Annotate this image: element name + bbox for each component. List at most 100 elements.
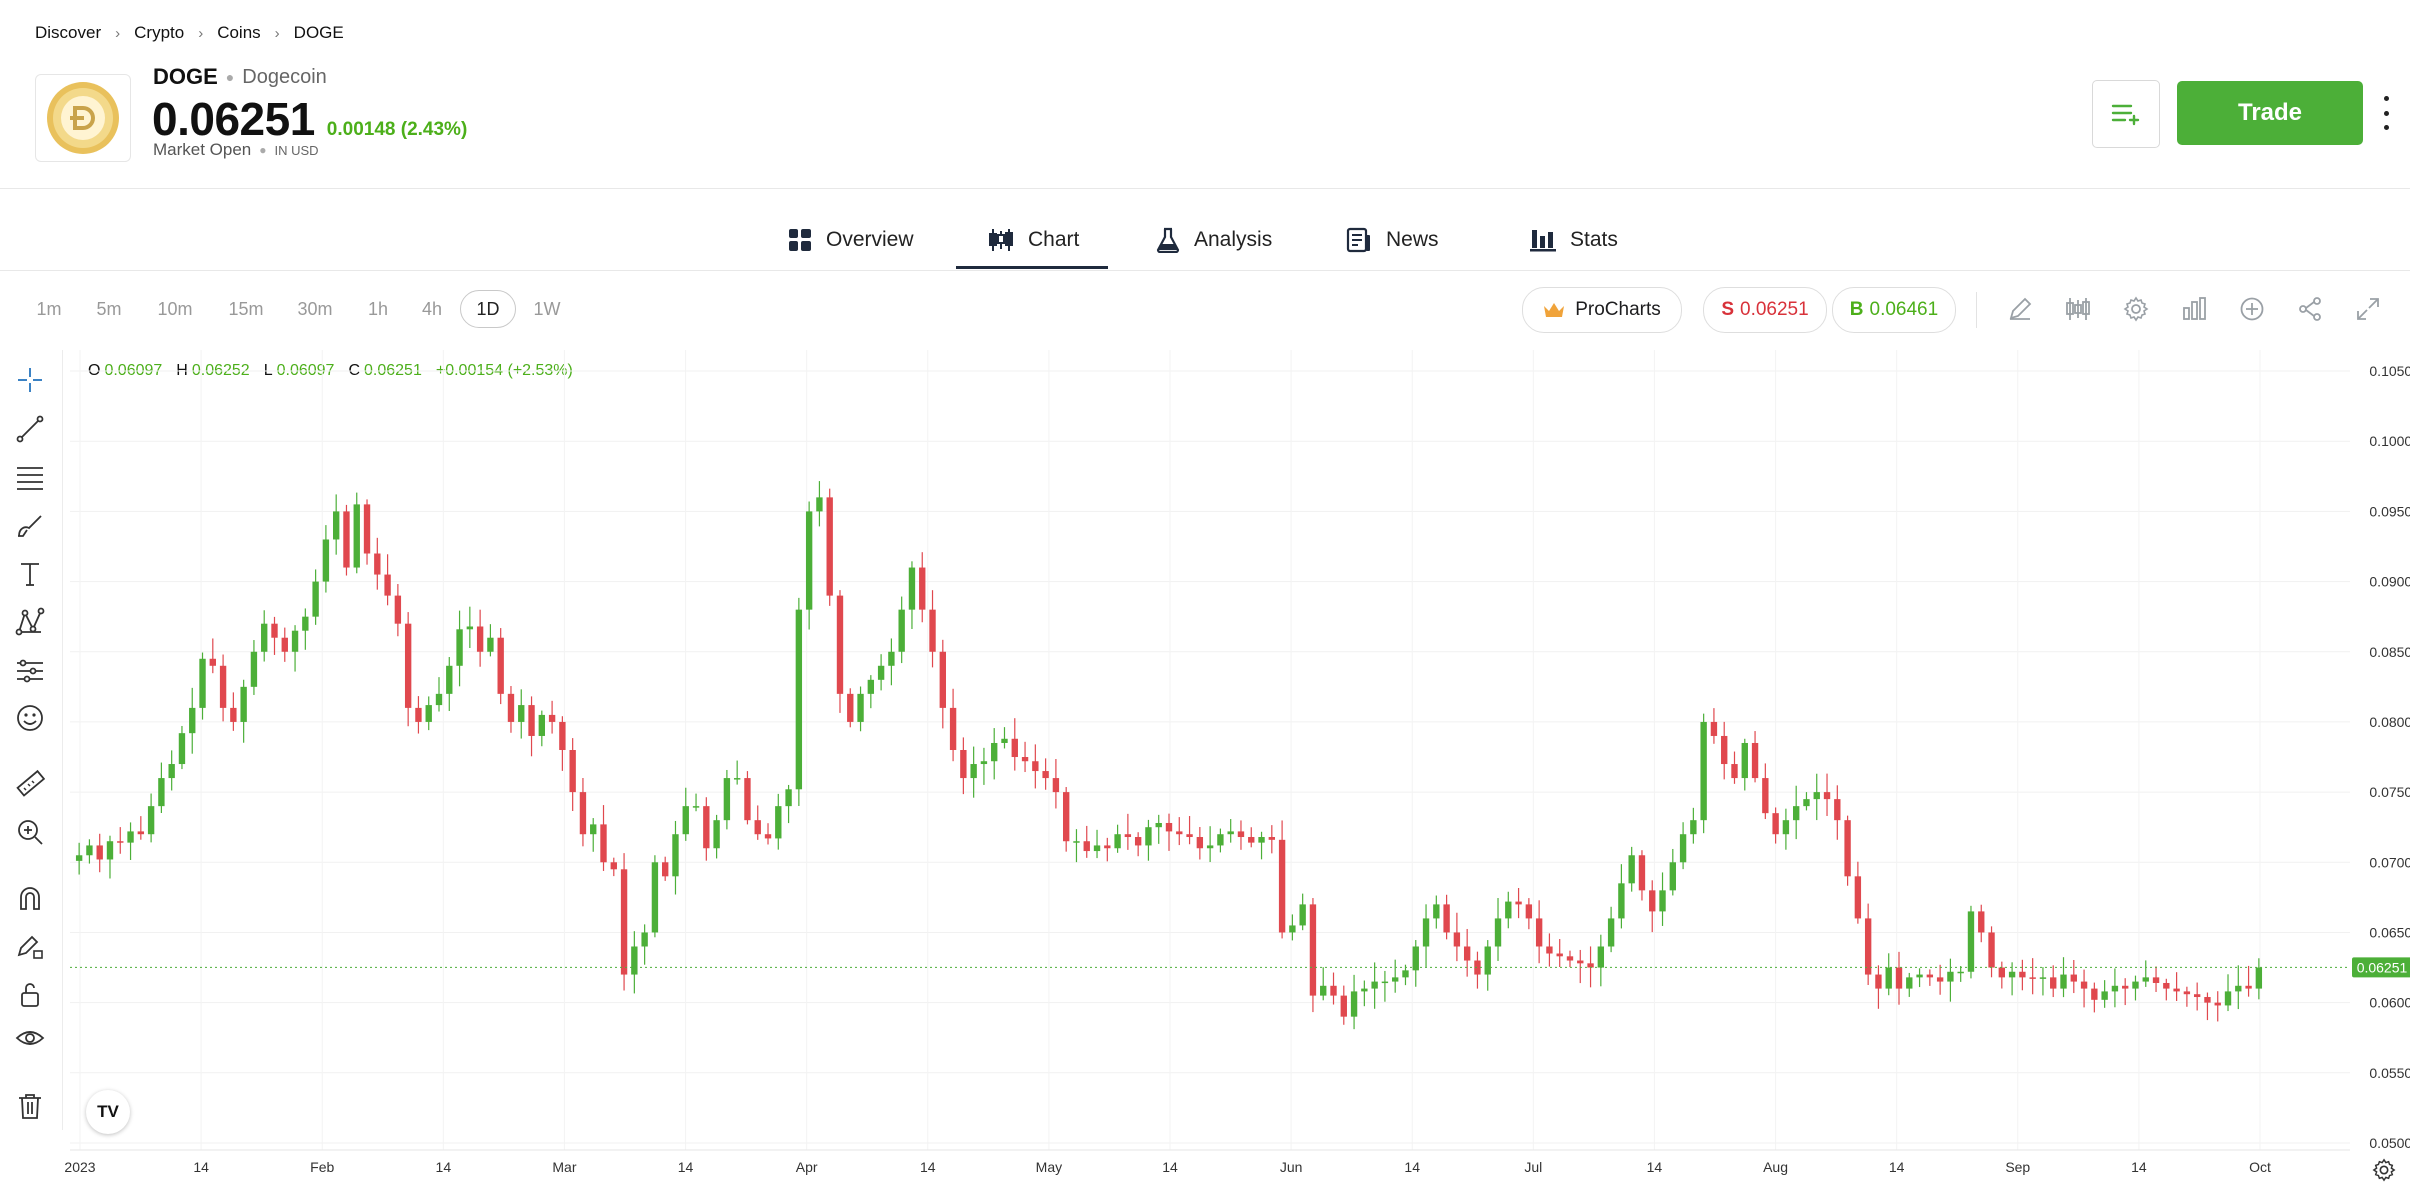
- separator-dot: ●: [225, 69, 235, 85]
- tab-stats-label: Stats: [1570, 228, 1618, 251]
- timeframe-1m[interactable]: 1m: [36, 298, 62, 319]
- trash-icon[interactable]: [14, 1090, 46, 1122]
- tab-chart[interactable]: Chart: [988, 210, 1079, 270]
- unlock-icon[interactable]: [14, 978, 46, 1010]
- dogecoin-coin-icon: [47, 82, 119, 154]
- candle-body: [785, 789, 792, 807]
- candle-body: [1073, 841, 1080, 843]
- tab-chart-label: Chart: [1028, 228, 1080, 251]
- candle-body: [343, 511, 350, 568]
- candle-body: [867, 679, 875, 694]
- candle-body: [1217, 834, 1224, 846]
- x-tick-label: 14: [193, 1159, 209, 1175]
- bar-chart-icon: [1530, 230, 1556, 252]
- share-icon[interactable]: [2293, 292, 2327, 326]
- ohlc-open-label: O: [88, 362, 101, 379]
- candle-body: [2255, 967, 2263, 989]
- procharts-button[interactable]: ProCharts: [1522, 287, 1682, 333]
- more-options-icon[interactable]: [2378, 96, 2394, 130]
- candle-body: [394, 595, 402, 624]
- add-to-watchlist-button[interactable]: [2092, 80, 2160, 148]
- timeframe-1d[interactable]: 1D: [460, 290, 516, 328]
- candle-body: [744, 778, 751, 821]
- sell-price-button[interactable]: S 0.06251: [1703, 287, 1827, 333]
- text-tool-icon[interactable]: [14, 558, 46, 590]
- candle-body: [1155, 822, 1162, 828]
- flask-icon: [1156, 227, 1180, 253]
- trade-button[interactable]: Trade: [2177, 81, 2363, 145]
- candle-body: [1823, 792, 1831, 800]
- price-row: 0.06251 0.00148 (2.43%): [152, 92, 467, 146]
- candle-body: [75, 855, 83, 861]
- candle-body: [1484, 946, 1491, 975]
- indicators-icon[interactable]: [2061, 292, 2095, 326]
- timeframe-30m[interactable]: 30m: [297, 298, 333, 319]
- timeframe-1w[interactable]: 1W: [533, 298, 561, 319]
- candle-body: [2091, 988, 2098, 1000]
- tab-overview[interactable]: Overview: [788, 210, 914, 270]
- pattern-icon[interactable]: [14, 606, 46, 638]
- tab-news[interactable]: News: [1346, 210, 1439, 270]
- candle-body: [1772, 813, 1779, 835]
- ruler-icon[interactable]: [14, 768, 46, 800]
- candle-body: [1895, 967, 1903, 989]
- candle-body: [1042, 771, 1049, 779]
- tradingview-logo[interactable]: TV: [86, 1090, 130, 1134]
- candle-body: [2163, 982, 2170, 989]
- tab-analysis-label: Analysis: [1194, 228, 1273, 251]
- crosshair-icon[interactable]: [14, 364, 46, 396]
- candle-body: [1906, 977, 1913, 989]
- forecast-icon[interactable]: [14, 654, 46, 686]
- timeframe-15m[interactable]: 15m: [228, 298, 264, 319]
- pencil-icon[interactable]: [2003, 292, 2037, 326]
- add-circle-icon[interactable]: [2235, 292, 2269, 326]
- tab-analysis[interactable]: Analysis: [1156, 210, 1272, 270]
- candle-body: [538, 714, 546, 736]
- tab-stats[interactable]: Stats: [1530, 210, 1618, 270]
- timeframe-5m[interactable]: 5m: [96, 298, 122, 319]
- candle-body: [692, 806, 700, 808]
- lock-drawing-icon[interactable]: [14, 930, 46, 962]
- candle-body: [1710, 721, 1718, 736]
- magnet-icon[interactable]: [14, 882, 46, 914]
- candle-body: [353, 504, 360, 568]
- candle-body: [456, 629, 463, 666]
- chart-type-icon[interactable]: [2177, 292, 2211, 326]
- emoji-icon[interactable]: [14, 702, 46, 734]
- brush-icon[interactable]: [14, 509, 46, 541]
- candle-body: [1638, 855, 1646, 891]
- sell-value: 0.06251: [1740, 299, 1809, 320]
- trend-line-icon[interactable]: [14, 413, 46, 445]
- timeframe-1h[interactable]: 1h: [367, 298, 389, 319]
- candle-body: [1535, 918, 1543, 947]
- fullscreen-icon[interactable]: [2351, 292, 2385, 326]
- candle-body: [1525, 904, 1533, 919]
- fib-lines-icon[interactable]: [14, 461, 46, 493]
- candle-body: [579, 792, 587, 835]
- settings-gear-icon[interactable]: [2119, 292, 2153, 326]
- procharts-label: ProCharts: [1575, 299, 1661, 320]
- timeframe-10m[interactable]: 10m: [157, 298, 193, 319]
- zoom-in-icon[interactable]: [14, 816, 46, 848]
- candle-body: [1422, 918, 1430, 947]
- candle-body: [1587, 963, 1594, 968]
- eye-icon[interactable]: [14, 1022, 46, 1054]
- candle-body: [1690, 820, 1697, 835]
- candle-body: [1145, 827, 1152, 846]
- timeframe-4h[interactable]: 4h: [421, 298, 443, 319]
- breadcrumb-coins[interactable]: Coins: [217, 23, 261, 42]
- candle-body: [261, 623, 268, 652]
- candle-body: [147, 806, 155, 835]
- candle-body: [178, 733, 186, 765]
- breadcrumb-discover[interactable]: Discover: [35, 23, 102, 42]
- ohlc-close-label: C: [348, 362, 361, 379]
- chart-settings-icon[interactable]: [2372, 1158, 2396, 1182]
- candle-body: [651, 862, 659, 933]
- buy-price-button[interactable]: B 0.06461: [1832, 287, 1956, 333]
- candle-body: [415, 707, 422, 722]
- separator-dot: ●: [259, 143, 267, 157]
- breadcrumb-crypto[interactable]: Crypto: [134, 23, 185, 42]
- active-tab-indicator: [956, 266, 1108, 269]
